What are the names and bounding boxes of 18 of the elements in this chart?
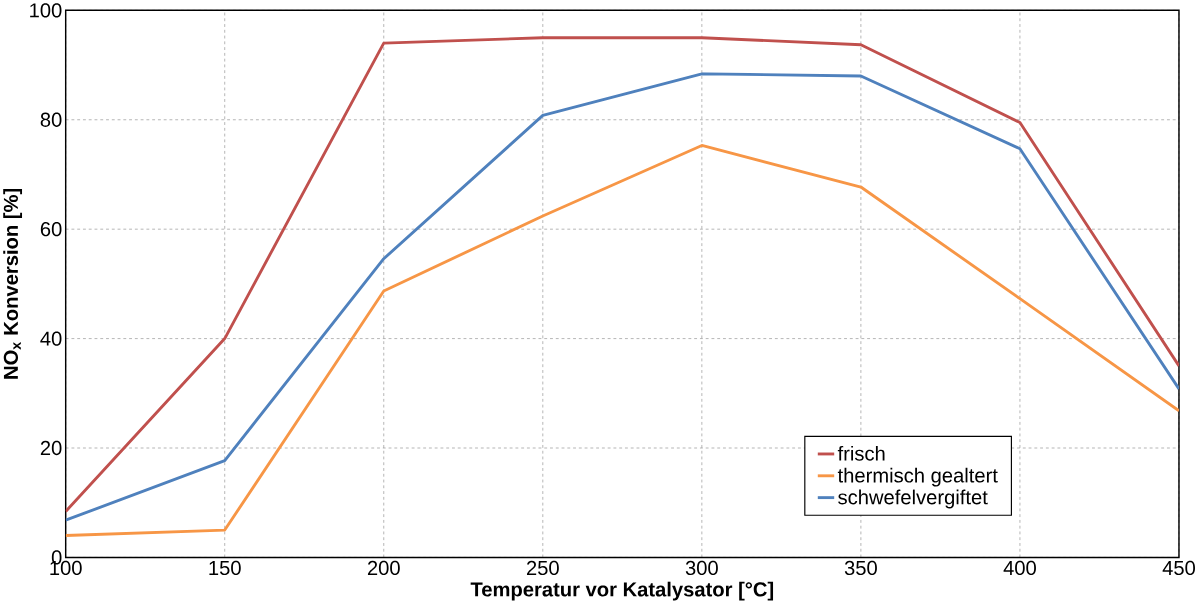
y-tick-label: 60	[40, 222, 62, 237]
x-tick-label: 400	[1003, 560, 1036, 576]
legend-label: schwefelvergiftet	[838, 489, 988, 509]
y-tick-label: 80	[40, 112, 62, 128]
x-tick-label: 150	[209, 560, 241, 576]
x-tick-label: 200	[367, 560, 400, 576]
x-tick-label: 300	[685, 560, 718, 576]
legend-label: thermisch gealtert	[837, 467, 998, 487]
y-tick-label: 20	[40, 441, 62, 456]
legend-label: frisch	[837, 446, 885, 461]
x-tick-label: 450	[1162, 560, 1195, 576]
x-tick-label: 350	[844, 560, 877, 576]
x-tick-label: 250	[526, 560, 559, 576]
line-series	[65, 144, 1179, 538]
y-tick-label: 100	[30, 3, 62, 18]
y-tick-label: 40	[40, 331, 62, 346]
x-axis-title: Temperatur vor Katalysator [°C]	[470, 581, 774, 601]
y-axis-title: NO$_{x}$ Konversion [%]	[3, 189, 23, 379]
